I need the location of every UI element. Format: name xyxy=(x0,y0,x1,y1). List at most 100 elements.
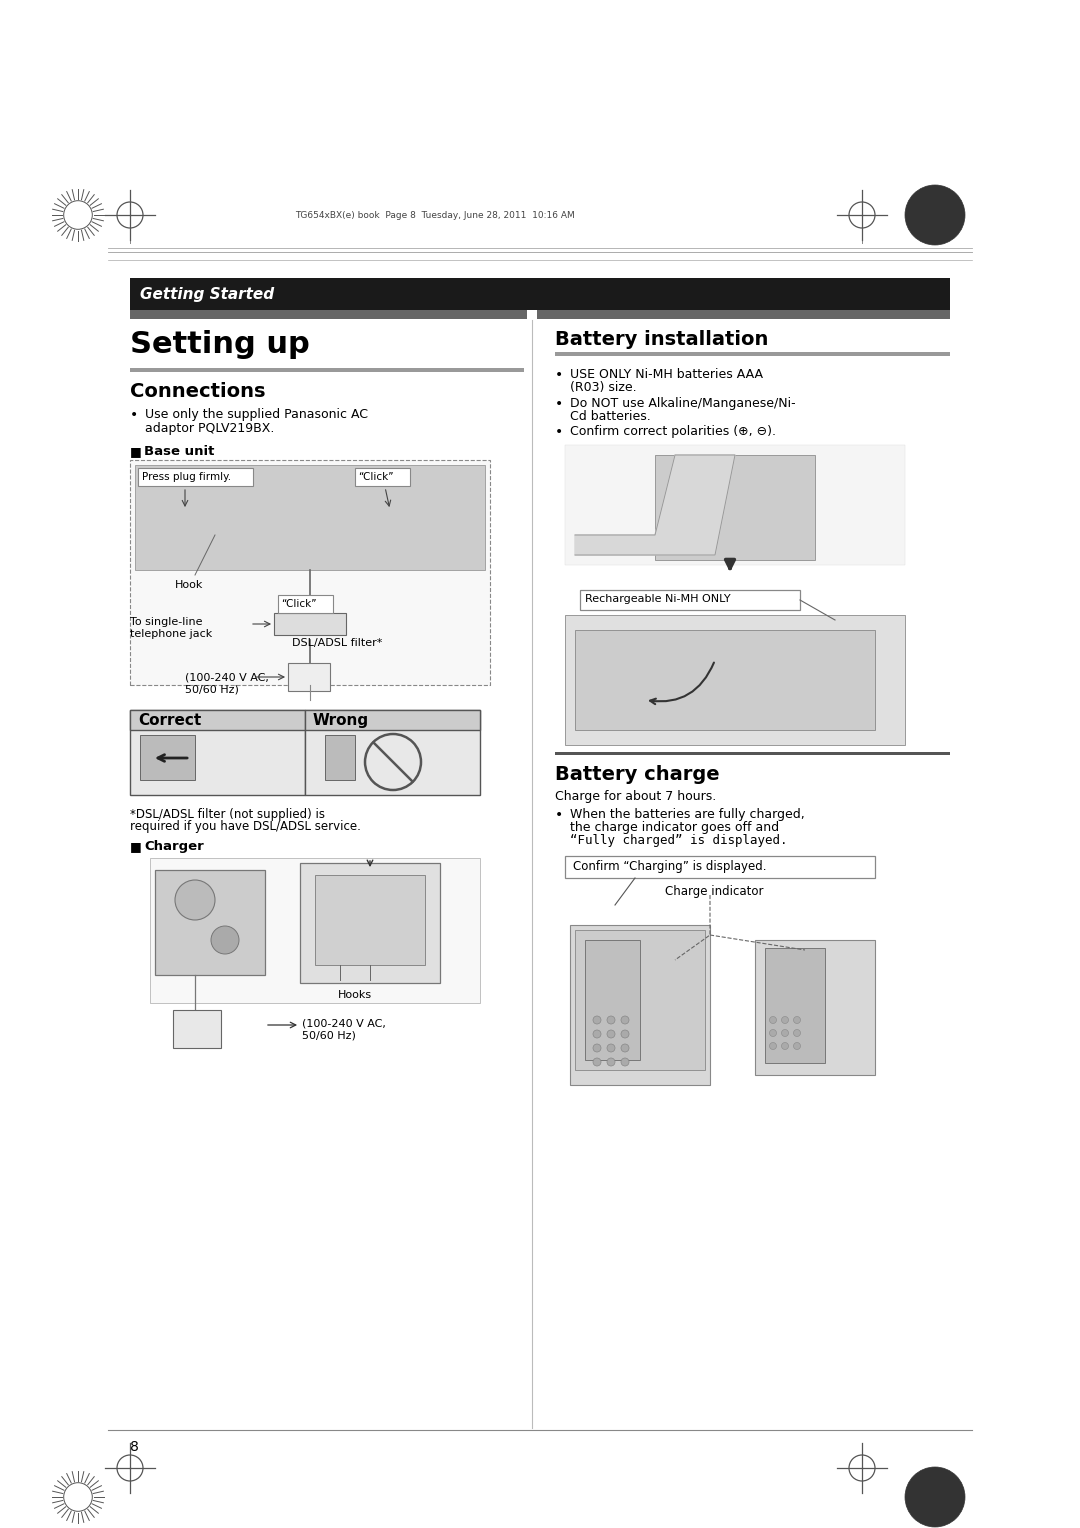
Bar xyxy=(575,931,705,1070)
Circle shape xyxy=(782,1016,788,1024)
Circle shape xyxy=(769,1042,777,1050)
Bar xyxy=(274,613,346,636)
Circle shape xyxy=(607,1016,615,1024)
Text: Base unit: Base unit xyxy=(144,445,214,458)
Bar xyxy=(355,468,410,486)
Circle shape xyxy=(211,926,239,953)
Bar xyxy=(130,368,524,371)
Text: •: • xyxy=(130,408,138,422)
Text: 8: 8 xyxy=(130,1439,139,1455)
Circle shape xyxy=(607,1044,615,1051)
Bar xyxy=(585,940,640,1060)
Text: Connections: Connections xyxy=(130,382,266,400)
Text: ■: ■ xyxy=(130,445,141,458)
Circle shape xyxy=(621,1044,629,1051)
Text: telephone jack: telephone jack xyxy=(130,630,213,639)
Bar xyxy=(555,351,950,356)
Text: Confirm correct polarities (⊕, ⊖).: Confirm correct polarities (⊕, ⊖). xyxy=(570,425,777,439)
Text: Do NOT use Alkaline/Manganese/Ni-: Do NOT use Alkaline/Manganese/Ni- xyxy=(570,397,796,410)
Bar xyxy=(537,310,950,319)
Text: USE ONLY Ni-MH batteries AAA: USE ONLY Ni-MH batteries AAA xyxy=(570,368,762,380)
Circle shape xyxy=(782,1042,788,1050)
Text: Cd batteries.: Cd batteries. xyxy=(570,410,651,423)
Text: adaptor PQLV219BX.: adaptor PQLV219BX. xyxy=(145,422,274,435)
Bar xyxy=(130,310,527,319)
Text: Battery installation: Battery installation xyxy=(555,330,768,348)
Circle shape xyxy=(621,1030,629,1038)
Text: *DSL/ADSL filter (not supplied) is: *DSL/ADSL filter (not supplied) is xyxy=(130,808,325,821)
Text: required if you have DSL/ADSL service.: required if you have DSL/ADSL service. xyxy=(130,821,361,833)
Circle shape xyxy=(794,1016,800,1024)
Circle shape xyxy=(794,1042,800,1050)
Text: (100-240 V AC,: (100-240 V AC, xyxy=(302,1018,386,1028)
Bar xyxy=(325,735,355,779)
Bar xyxy=(755,940,875,1076)
Bar xyxy=(765,947,825,1063)
Circle shape xyxy=(769,1016,777,1024)
Text: ■: ■ xyxy=(130,840,141,853)
Text: •: • xyxy=(555,808,564,822)
Bar xyxy=(300,863,440,983)
Text: (100-240 V AC,: (100-240 V AC, xyxy=(185,672,269,681)
Bar xyxy=(654,455,815,559)
Text: Press plug firmly.: Press plug firmly. xyxy=(141,472,231,481)
Text: •: • xyxy=(555,425,564,439)
Text: Getting Started: Getting Started xyxy=(140,287,274,301)
Text: Correct: Correct xyxy=(138,714,201,727)
Bar xyxy=(156,869,265,975)
Bar xyxy=(150,859,480,1002)
Circle shape xyxy=(794,1030,800,1036)
Bar xyxy=(130,711,305,730)
Bar xyxy=(130,278,950,310)
Text: Charge for about 7 hours.: Charge for about 7 hours. xyxy=(555,790,716,804)
Text: 50/60 Hz): 50/60 Hz) xyxy=(302,1030,356,1041)
Bar xyxy=(555,752,950,755)
Circle shape xyxy=(621,1057,629,1067)
Circle shape xyxy=(593,1057,600,1067)
Bar xyxy=(315,876,426,966)
Circle shape xyxy=(593,1030,600,1038)
Circle shape xyxy=(905,185,966,244)
Circle shape xyxy=(782,1030,788,1036)
Text: 50/60 Hz): 50/60 Hz) xyxy=(185,685,239,694)
Bar xyxy=(575,630,875,730)
Circle shape xyxy=(769,1030,777,1036)
Bar xyxy=(565,856,875,879)
Circle shape xyxy=(607,1057,615,1067)
Bar xyxy=(130,460,490,685)
Text: Wrong: Wrong xyxy=(313,714,369,727)
Bar xyxy=(580,590,800,610)
Text: Charge indicator: Charge indicator xyxy=(665,885,764,898)
Bar xyxy=(278,594,333,613)
Circle shape xyxy=(905,1467,966,1526)
Text: DSL/ADSL filter*: DSL/ADSL filter* xyxy=(292,639,382,648)
Text: “Fully charged” is displayed.: “Fully charged” is displayed. xyxy=(570,834,787,847)
Circle shape xyxy=(593,1044,600,1051)
Text: •: • xyxy=(555,368,564,382)
Text: •: • xyxy=(555,397,564,411)
Circle shape xyxy=(621,1016,629,1024)
Text: Battery charge: Battery charge xyxy=(555,766,719,784)
Text: Rechargeable Ni-MH ONLY: Rechargeable Ni-MH ONLY xyxy=(585,594,731,604)
Polygon shape xyxy=(575,455,735,555)
Text: Use only the supplied Panasonic AC: Use only the supplied Panasonic AC xyxy=(145,408,368,422)
Bar xyxy=(173,1010,221,1048)
Bar xyxy=(565,614,905,746)
Bar xyxy=(138,468,253,486)
Text: Hook: Hook xyxy=(175,581,203,590)
Bar xyxy=(130,711,305,795)
Text: “Click”: “Click” xyxy=(281,599,316,610)
Text: Hooks: Hooks xyxy=(338,990,373,999)
Text: (R03) size.: (R03) size. xyxy=(570,380,636,394)
Circle shape xyxy=(175,880,215,920)
Circle shape xyxy=(607,1030,615,1038)
Bar xyxy=(305,711,480,795)
Circle shape xyxy=(593,1016,600,1024)
Text: the charge indicator goes off and: the charge indicator goes off and xyxy=(570,821,779,834)
Text: TG654xBX(e) book  Page 8  Tuesday, June 28, 2011  10:16 AM: TG654xBX(e) book Page 8 Tuesday, June 28… xyxy=(295,211,575,220)
Text: Setting up: Setting up xyxy=(130,330,310,359)
Text: “Click”: “Click” xyxy=(357,472,393,481)
Bar xyxy=(570,924,710,1085)
Bar xyxy=(565,445,905,565)
Bar xyxy=(288,663,330,691)
